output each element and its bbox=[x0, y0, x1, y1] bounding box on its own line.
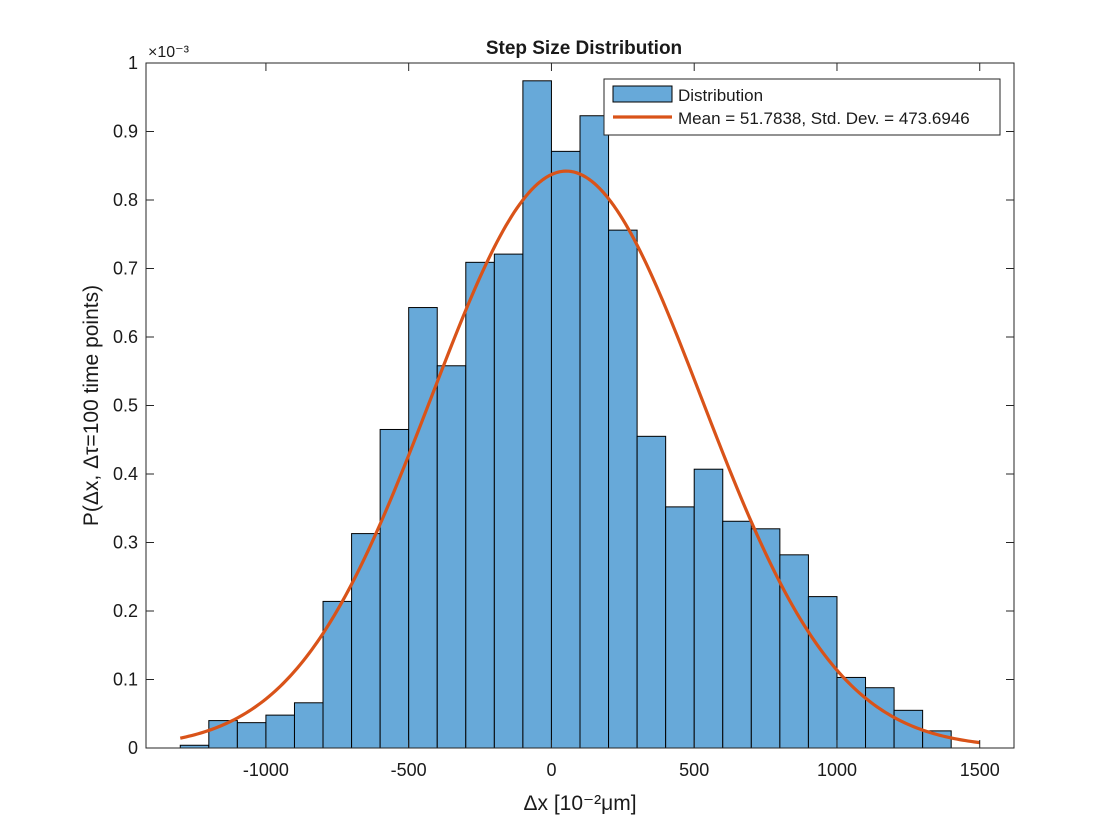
x-tick-label: 0 bbox=[546, 760, 556, 780]
histogram-bar bbox=[750, 528, 781, 749]
y-tick-label: 0.7 bbox=[113, 259, 138, 279]
histogram-bar bbox=[807, 596, 838, 749]
histogram-bar bbox=[665, 506, 695, 749]
histogram-bar bbox=[379, 428, 410, 749]
legend-swatch-distribution bbox=[612, 85, 673, 103]
histogram-bar bbox=[293, 702, 324, 749]
y-tick-label: 0.5 bbox=[113, 396, 138, 416]
y-tick-label: 0 bbox=[128, 738, 138, 758]
histogram-bar bbox=[636, 435, 667, 749]
x-tick-label: 1500 bbox=[960, 760, 1000, 780]
histogram-bar bbox=[408, 307, 438, 749]
y-tick-label: 0.8 bbox=[113, 190, 138, 210]
legend-label-distribution: Distribution bbox=[678, 86, 763, 105]
legend-label-fit: Mean = 51.7838, Std. Dev. = 473.6946 bbox=[678, 109, 970, 128]
chart-title: Step Size Distribution bbox=[486, 38, 682, 59]
histogram-bar bbox=[779, 554, 809, 749]
y-tick-label: 0.4 bbox=[113, 464, 138, 484]
x-tick-label: -1000 bbox=[243, 760, 289, 780]
histogram-bar bbox=[436, 365, 467, 749]
histogram-bar bbox=[865, 687, 895, 749]
x-axis-ticks: -1000 -500 0 500 1000 1500 bbox=[243, 63, 1000, 780]
histogram-bar bbox=[493, 253, 524, 749]
histogram-bars bbox=[179, 80, 952, 749]
histogram-bar bbox=[522, 80, 552, 749]
histogram-bar bbox=[608, 229, 638, 749]
x-tick-label: 500 bbox=[679, 760, 709, 780]
normal-fit-curve bbox=[179, 169, 980, 745]
histogram-bar bbox=[322, 600, 353, 749]
y-tick-label: 0.1 bbox=[113, 670, 138, 690]
histogram-bar bbox=[693, 468, 724, 749]
y-tick-label: 0.2 bbox=[113, 601, 138, 621]
y-tick-label: 0.3 bbox=[113, 533, 138, 553]
y-tick-label: 1 bbox=[128, 53, 138, 73]
y-axis-ticks: 0 0.1 0.2 0.3 0.4 0.5 0.6 0.7 0.8 0.9 1 bbox=[113, 53, 1014, 758]
legend: Distribution Mean = 51.7838, Std. Dev. =… bbox=[603, 78, 1001, 136]
y-tick-label: 0.6 bbox=[113, 327, 138, 347]
y-axis-label: P(Δx, Δτ=100 time points) bbox=[80, 285, 103, 526]
y-axis-exponent: ×10⁻³ bbox=[148, 44, 190, 61]
histogram-bar bbox=[265, 714, 295, 749]
histogram-bar bbox=[550, 150, 581, 749]
x-tick-label: 1000 bbox=[817, 760, 857, 780]
histogram-bar bbox=[465, 261, 495, 749]
histogram-bar bbox=[236, 722, 267, 749]
x-axis-label: Δx [10⁻²μm] bbox=[523, 792, 636, 815]
x-tick-label: -500 bbox=[391, 760, 427, 780]
y-tick-label: 0.9 bbox=[113, 122, 138, 142]
histogram-bar bbox=[722, 520, 752, 749]
histogram-bar bbox=[351, 533, 381, 749]
histogram-bar bbox=[836, 676, 867, 749]
histogram-bar bbox=[579, 115, 610, 749]
